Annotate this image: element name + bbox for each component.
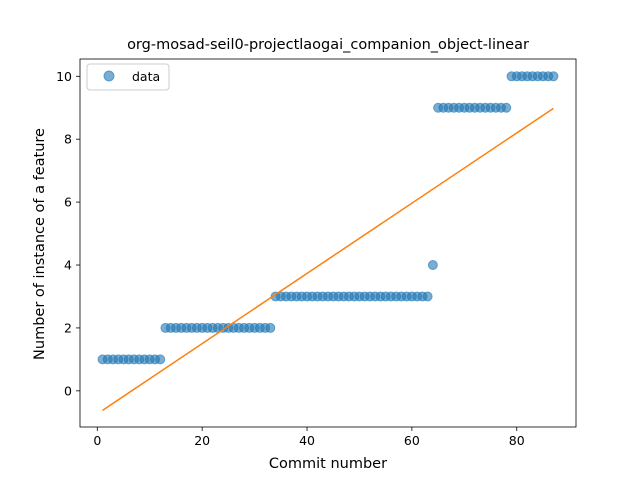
data-point — [265, 322, 276, 333]
y-tick-label: 8 — [64, 132, 72, 147]
x-tick-label: 20 — [194, 433, 210, 448]
y-axis-ticks: 0 2 4 6 8 10 — [56, 69, 80, 398]
legend: data — [86, 63, 170, 91]
data-point — [422, 291, 433, 302]
x-axis-ticks: 0 20 40 60 80 — [93, 427, 525, 448]
x-tick-label: 0 — [93, 433, 101, 448]
data-point — [548, 71, 559, 82]
chart-title: org-mosad-seil0-projectlaogai_companion_… — [127, 37, 529, 53]
x-tick-label: 80 — [509, 433, 525, 448]
legend-label-data: data — [132, 69, 160, 84]
x-axis-label: Commit number — [269, 456, 387, 472]
data-point — [501, 102, 512, 113]
x-tick-label: 60 — [404, 433, 420, 448]
axes-frame — [79, 58, 577, 428]
y-tick-label: 10 — [56, 69, 72, 84]
x-tick-label: 40 — [299, 433, 315, 448]
y-tick-label: 0 — [64, 383, 72, 398]
legend-marker-data — [103, 70, 115, 82]
fit-line — [102, 107, 554, 411]
data-point — [155, 354, 166, 365]
y-axis-label: Number of instance of a feature — [32, 128, 48, 360]
y-tick-label: 2 — [64, 320, 72, 335]
data-point — [427, 260, 438, 271]
y-tick-label: 6 — [64, 195, 72, 210]
y-tick-label: 4 — [64, 258, 72, 273]
plot-area — [79, 58, 577, 428]
legend-frame — [86, 63, 170, 91]
